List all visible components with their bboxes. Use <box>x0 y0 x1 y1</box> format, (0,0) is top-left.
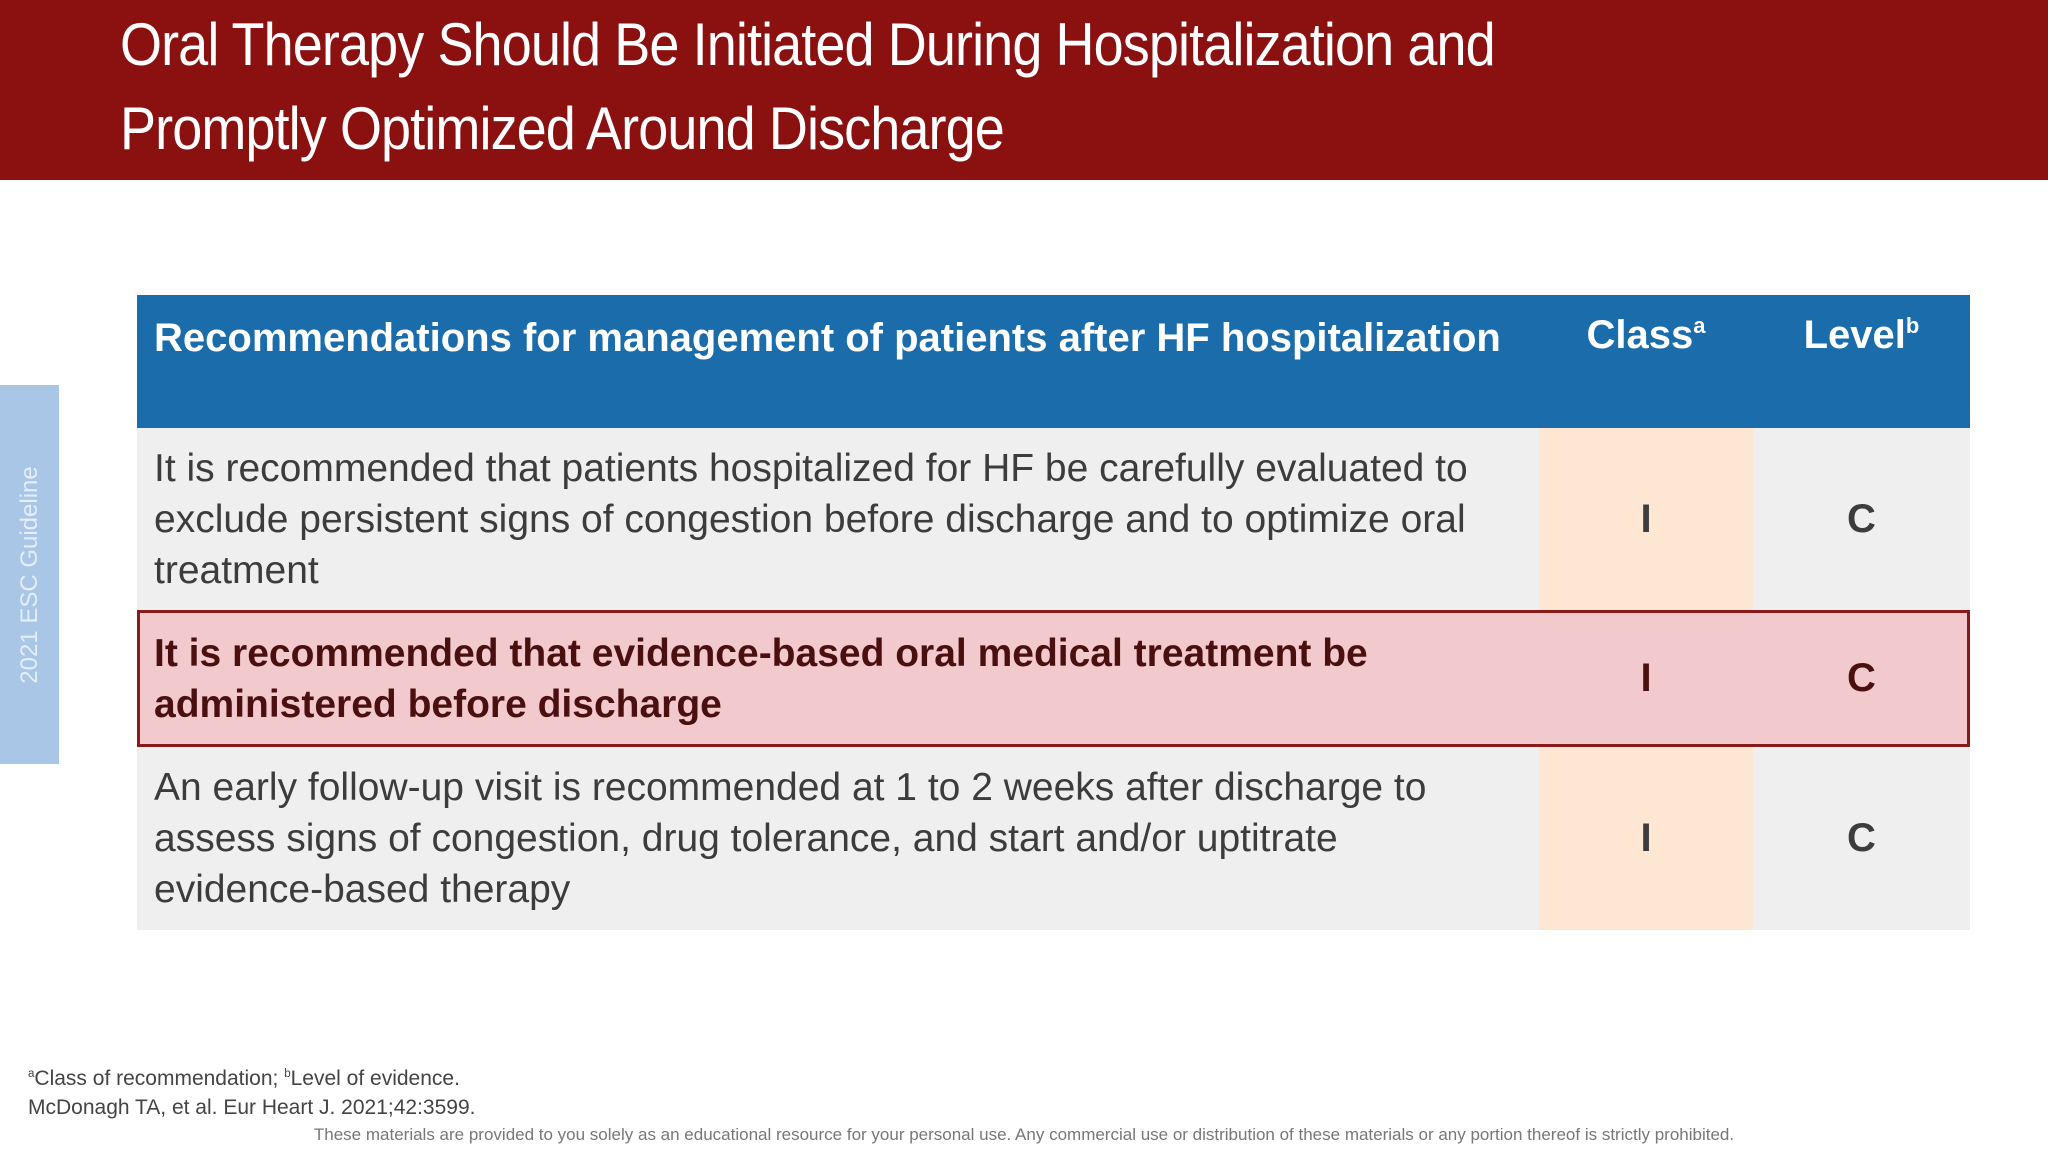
title-bar: Oral Therapy Should Be Initiated During … <box>0 0 2048 180</box>
footnotes: aClass of recommendation; bLevel of evid… <box>28 1060 475 1122</box>
header-text: Level <box>1803 313 1906 357</box>
cell: I <box>1640 656 1652 700</box>
superscript: a <box>1693 313 1706 338</box>
cell: It is recommended that patients hospital… <box>154 446 1468 592</box>
cell: C <box>1847 656 1876 700</box>
side-tab: 2021 ESC Guideline <box>0 385 59 764</box>
table-row-highlight: It is recommended that evidence-based or… <box>137 610 1970 747</box>
header-cell: Class a <box>1539 295 1753 428</box>
footnote-text: Class of recommendation; <box>34 1067 285 1091</box>
cell: C <box>1847 496 1876 541</box>
disclaimer: These materials are provided to you sole… <box>313 1125 1735 1144</box>
header-text: Class <box>1586 313 1694 357</box>
title-line: Oral Therapy Should Be Initiated During … <box>120 11 1496 78</box>
header-cell: Recommendations for management of patien… <box>154 316 1501 360</box>
side-tab-label: 2021 ESC Guideline <box>15 465 43 684</box>
citation: McDonagh TA, et al. Eur Heart J. 2021;42… <box>28 1096 476 1120</box>
superscript: a <box>28 1068 35 1080</box>
table-header: Recommendations for management of patien… <box>137 295 1970 428</box>
cell: C <box>1847 816 1876 860</box>
cell: It is recommended that evidence-based or… <box>154 631 1368 726</box>
footnote-text: Level of evidence. <box>290 1067 460 1091</box>
table-row: It is recommended that patients hospital… <box>137 428 1970 610</box>
superscript: b <box>1905 313 1920 338</box>
table-row: An early follow-up visit is recommended … <box>137 747 1970 930</box>
footnote: aClass of recommendation; bLevel of evid… <box>28 1060 475 1093</box>
cell: An early follow-up visit is recommended … <box>154 766 1427 911</box>
cell: I <box>1539 747 1753 930</box>
cell: I <box>1539 428 1753 610</box>
header-cell: Level b <box>1753 295 1970 428</box>
table: Recommendations for management of patien… <box>137 295 1970 930</box>
superscript: b <box>284 1068 291 1080</box>
title-line: Promptly Optimized Around Discharge <box>120 95 1005 162</box>
